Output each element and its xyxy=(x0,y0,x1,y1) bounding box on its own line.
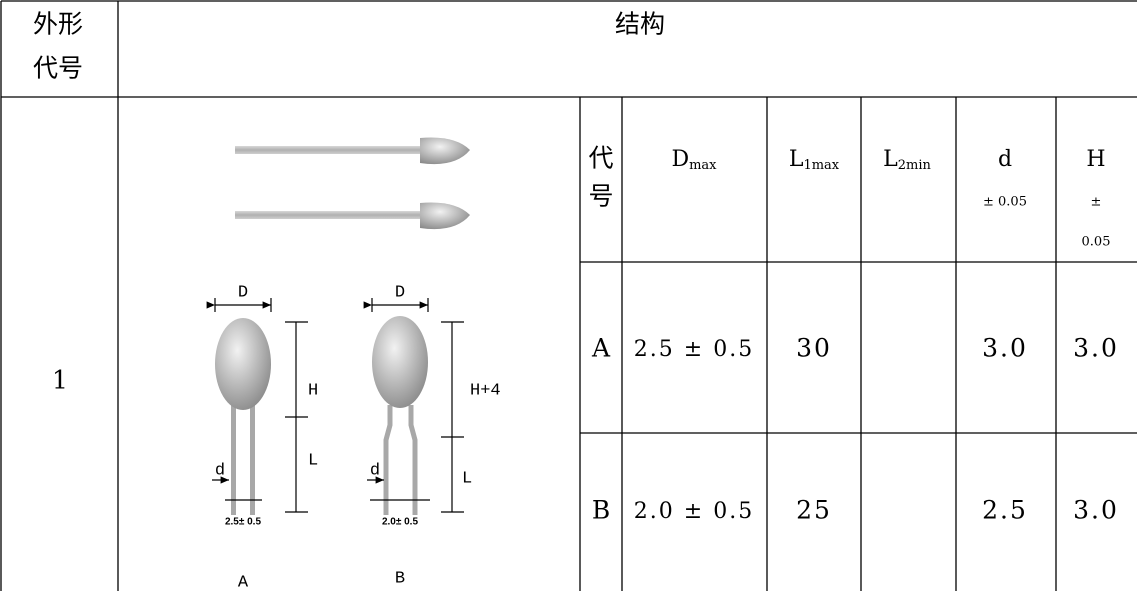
main: L xyxy=(883,147,898,172)
figure-label: D xyxy=(238,283,248,302)
cell: B xyxy=(592,496,610,525)
cell: 3.0 xyxy=(1073,334,1119,363)
figure xyxy=(206,137,470,515)
subscript: max xyxy=(689,158,717,173)
figure-label: d xyxy=(215,461,225,480)
l1max-header: L1max xyxy=(789,147,840,173)
main: D xyxy=(671,147,689,172)
dmax-header: Dmax xyxy=(671,147,717,173)
row-label: 1 xyxy=(52,366,68,395)
cell: 25 xyxy=(796,496,832,525)
h-tolerance: ± xyxy=(1091,195,1102,210)
h-tolerance: 0.05 xyxy=(1082,235,1111,250)
cell: 2.5 ± 0.5 xyxy=(634,337,754,362)
cell: 30 xyxy=(796,334,832,363)
code-header: 号 xyxy=(588,182,613,211)
figure-label: A xyxy=(238,573,249,591)
corner-header-line: 代号 xyxy=(33,54,83,83)
figure-label: L xyxy=(308,451,318,470)
subscript: 1max xyxy=(803,158,839,173)
figure-label: B xyxy=(395,569,405,588)
figure-label: 2.5± 0.5 xyxy=(225,517,262,528)
structure-header: 结构 xyxy=(615,10,665,39)
figure-label: D xyxy=(395,283,405,302)
figure-label: d xyxy=(370,461,380,480)
cell: 3.0 xyxy=(982,334,1028,363)
cell: A xyxy=(591,334,611,363)
code-header: 代 xyxy=(588,144,613,173)
main: L xyxy=(789,147,804,172)
h-header: H xyxy=(1086,147,1105,172)
figure-label: L xyxy=(462,469,472,488)
figure-label: H+4 xyxy=(470,381,501,400)
l2min-header: L2min xyxy=(883,147,931,173)
figure-label: 2.0± 0.5 xyxy=(382,517,419,528)
subscript: 2min xyxy=(898,158,932,173)
corner-header-line: 外形 xyxy=(33,10,83,39)
cell: 2.5 xyxy=(982,496,1028,525)
figure-label: H xyxy=(308,381,318,400)
cell: 2.0 ± 0.5 xyxy=(634,499,754,524)
cell: 3.0 xyxy=(1073,496,1119,525)
d-header: d xyxy=(998,147,1012,172)
d-tolerance: ± 0.05 xyxy=(983,195,1027,210)
